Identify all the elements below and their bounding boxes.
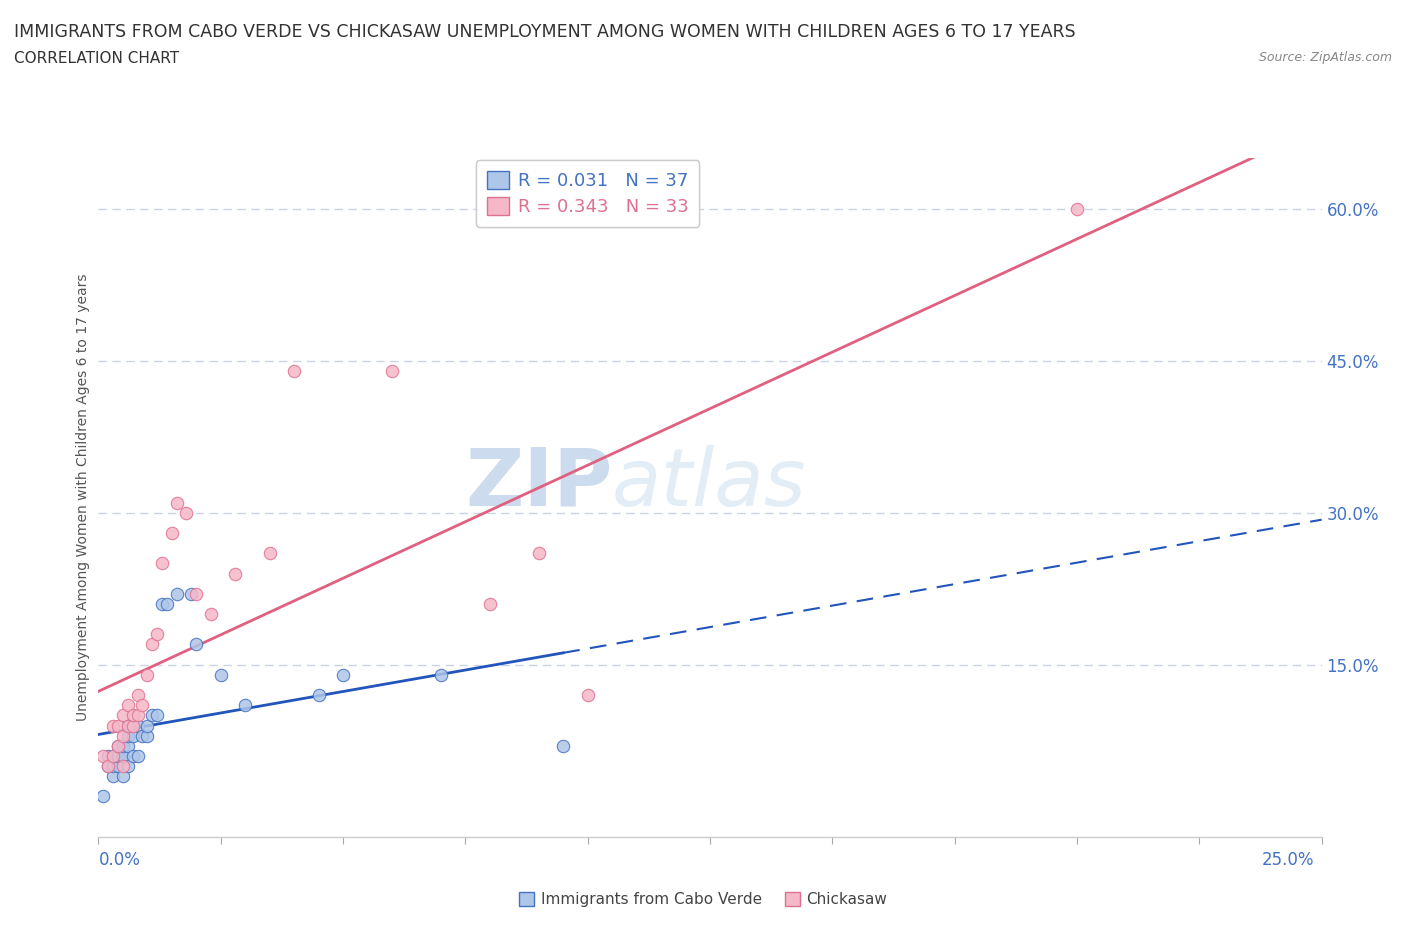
- Point: [91, 789, 114, 804]
- Point: [308, 687, 330, 702]
- Point: [97, 749, 120, 764]
- Legend: Immigrants from Cabo Verde, Chickasaw: Immigrants from Cabo Verde, Chickasaw: [513, 885, 893, 913]
- Point: [332, 668, 354, 683]
- Point: [101, 749, 124, 764]
- Point: [121, 749, 143, 764]
- Point: [156, 596, 179, 611]
- Point: [101, 749, 124, 764]
- Point: [101, 759, 124, 774]
- Point: [97, 759, 120, 774]
- Point: [117, 738, 139, 753]
- Point: [107, 718, 129, 733]
- Point: [381, 364, 404, 379]
- Point: [141, 708, 163, 723]
- Point: [150, 556, 173, 571]
- Point: [131, 698, 153, 712]
- Point: [146, 627, 169, 642]
- Point: [127, 718, 149, 733]
- Point: [121, 728, 143, 743]
- Point: [200, 606, 222, 621]
- Point: [141, 637, 163, 652]
- Point: [259, 546, 281, 561]
- Point: [111, 759, 134, 774]
- Point: [430, 668, 453, 683]
- Point: [576, 687, 599, 702]
- Text: Source: ZipAtlas.com: Source: ZipAtlas.com: [1258, 51, 1392, 64]
- Text: 25.0%: 25.0%: [1263, 851, 1315, 869]
- Point: [127, 708, 149, 723]
- Point: [166, 495, 188, 510]
- Point: [121, 708, 143, 723]
- Point: [127, 749, 149, 764]
- Point: [117, 728, 139, 743]
- Point: [117, 718, 139, 733]
- Text: 0.0%: 0.0%: [98, 851, 141, 869]
- Point: [160, 525, 183, 540]
- Point: [136, 728, 159, 743]
- Point: [91, 749, 114, 764]
- Point: [136, 668, 159, 683]
- Point: [111, 738, 134, 753]
- Legend: R = 0.031   N = 37, R = 0.343   N = 33: R = 0.031 N = 37, R = 0.343 N = 33: [477, 160, 699, 227]
- Point: [111, 749, 134, 764]
- Text: ZIP: ZIP: [465, 445, 612, 523]
- Text: atlas: atlas: [612, 445, 807, 523]
- Point: [233, 698, 256, 712]
- Point: [101, 718, 124, 733]
- Point: [146, 708, 169, 723]
- Point: [209, 668, 232, 683]
- Point: [283, 364, 305, 379]
- Point: [478, 596, 501, 611]
- Point: [186, 637, 208, 652]
- Point: [224, 566, 246, 581]
- Point: [180, 587, 202, 602]
- Point: [107, 738, 129, 753]
- Point: [107, 749, 129, 764]
- Point: [101, 769, 124, 784]
- Point: [166, 587, 188, 602]
- Point: [553, 738, 575, 753]
- Point: [121, 718, 143, 733]
- Point: [136, 718, 159, 733]
- Point: [111, 728, 134, 743]
- Point: [527, 546, 550, 561]
- Point: [97, 759, 120, 774]
- Point: [127, 687, 149, 702]
- Point: [111, 749, 134, 764]
- Point: [131, 728, 153, 743]
- Point: [107, 759, 129, 774]
- Point: [117, 759, 139, 774]
- Text: CORRELATION CHART: CORRELATION CHART: [14, 51, 179, 66]
- Point: [150, 596, 173, 611]
- Point: [111, 769, 134, 784]
- Point: [117, 718, 139, 733]
- Y-axis label: Unemployment Among Women with Children Ages 6 to 17 years: Unemployment Among Women with Children A…: [76, 273, 90, 722]
- Text: IMMIGRANTS FROM CABO VERDE VS CHICKASAW UNEMPLOYMENT AMONG WOMEN WITH CHILDREN A: IMMIGRANTS FROM CABO VERDE VS CHICKASAW …: [14, 23, 1076, 41]
- Point: [1066, 201, 1088, 216]
- Point: [186, 587, 208, 602]
- Point: [176, 505, 198, 520]
- Point: [111, 708, 134, 723]
- Point: [107, 738, 129, 753]
- Point: [117, 698, 139, 712]
